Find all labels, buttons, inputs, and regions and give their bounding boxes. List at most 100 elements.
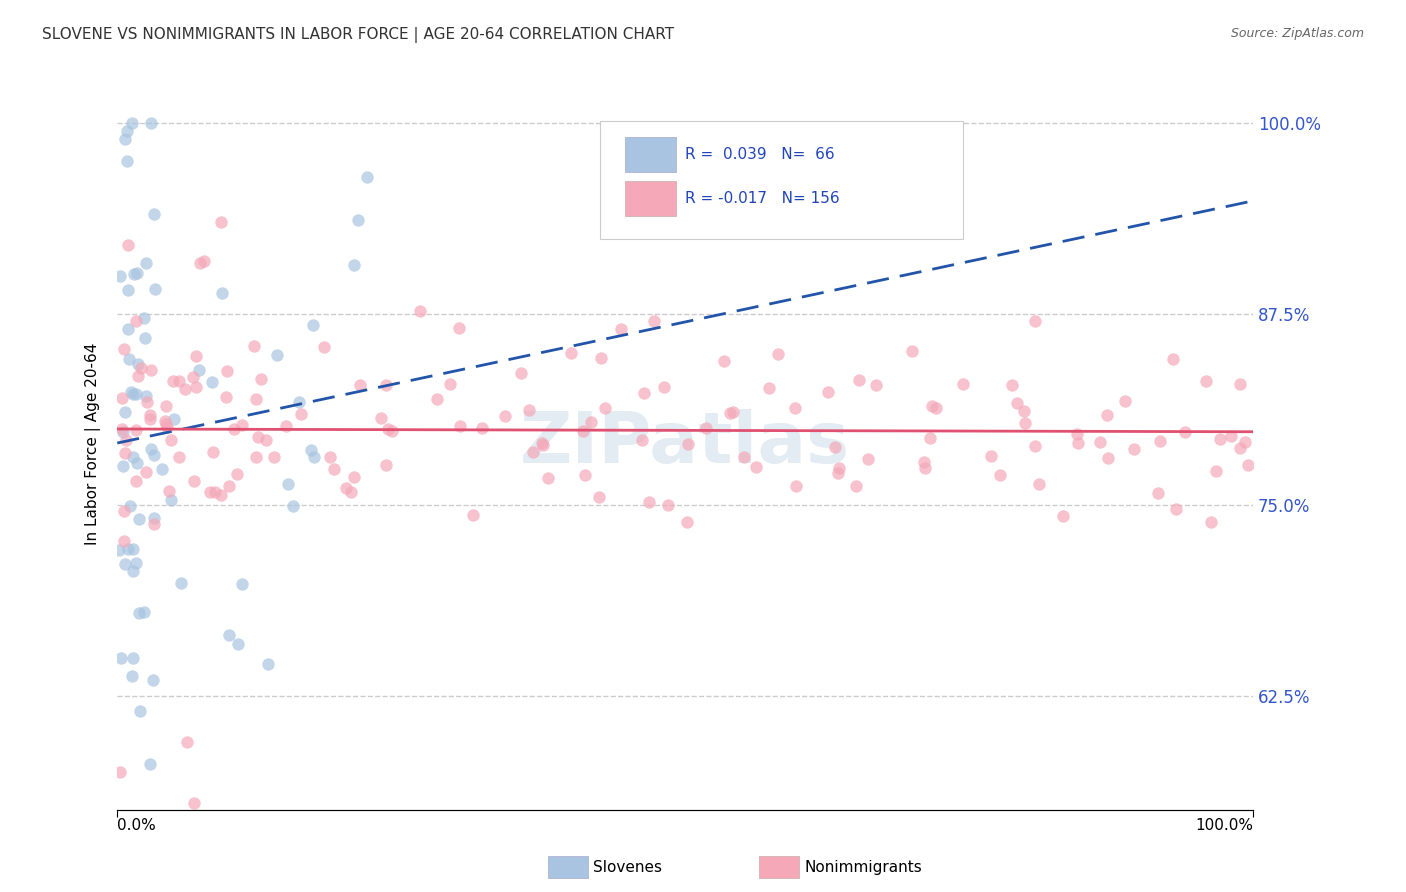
Point xyxy=(1052,508,1074,523)
Text: Source: ZipAtlas.com: Source: ZipAtlas.com xyxy=(1230,27,1364,40)
Point xyxy=(125,456,148,470)
Point xyxy=(127,369,149,384)
Point xyxy=(281,499,304,513)
Point xyxy=(222,422,245,436)
Point xyxy=(1114,393,1136,408)
Point xyxy=(1174,425,1197,440)
Point xyxy=(630,433,652,447)
Point xyxy=(176,734,198,748)
Text: 0.0%: 0.0% xyxy=(117,818,156,833)
Point xyxy=(125,423,148,437)
Point xyxy=(117,541,139,556)
Point xyxy=(122,450,145,465)
Point xyxy=(848,373,870,387)
Point xyxy=(381,424,404,438)
Point xyxy=(129,704,152,718)
Point xyxy=(531,436,554,450)
Point xyxy=(135,256,157,270)
Point xyxy=(174,383,197,397)
Point xyxy=(758,381,780,395)
Point xyxy=(183,796,205,810)
Point xyxy=(156,420,179,434)
Point xyxy=(231,418,253,433)
Point xyxy=(125,556,148,570)
Point xyxy=(695,420,717,434)
Point xyxy=(111,458,134,473)
Point xyxy=(117,238,139,252)
Point xyxy=(124,474,146,488)
Point xyxy=(288,394,311,409)
Point xyxy=(637,495,659,509)
Point xyxy=(494,409,516,424)
Point xyxy=(132,310,155,325)
Point xyxy=(1095,408,1118,422)
Point xyxy=(1147,486,1170,500)
Point xyxy=(980,449,1002,463)
Point xyxy=(676,436,699,450)
Point xyxy=(117,322,139,336)
Point xyxy=(1149,434,1171,448)
Point xyxy=(290,407,312,421)
Point xyxy=(114,131,136,145)
Point xyxy=(217,364,239,378)
Point xyxy=(335,481,357,495)
Point xyxy=(183,474,205,488)
Point xyxy=(609,322,631,336)
Point xyxy=(211,285,233,300)
Point xyxy=(125,265,148,279)
Point xyxy=(193,253,215,268)
Point xyxy=(1088,434,1111,449)
Point xyxy=(122,387,145,401)
Point xyxy=(112,504,135,518)
Point xyxy=(204,484,226,499)
Point xyxy=(522,445,544,459)
Point xyxy=(914,461,936,475)
Point xyxy=(560,346,582,360)
Point xyxy=(226,467,249,481)
Point xyxy=(865,378,887,392)
Point xyxy=(1001,377,1024,392)
Point xyxy=(713,353,735,368)
Point xyxy=(111,392,134,406)
Point xyxy=(1122,442,1144,456)
Point xyxy=(1209,433,1232,447)
Text: Nonimmigrants: Nonimmigrants xyxy=(804,860,922,874)
Point xyxy=(1097,451,1119,466)
Point xyxy=(723,405,745,419)
Point xyxy=(128,511,150,525)
Point xyxy=(266,348,288,362)
Point xyxy=(517,403,540,417)
Point xyxy=(169,450,191,465)
Point xyxy=(186,380,208,394)
Point xyxy=(449,419,471,434)
Point xyxy=(209,215,232,229)
Point xyxy=(318,450,340,464)
Point xyxy=(925,401,948,415)
Point xyxy=(122,650,145,665)
Point xyxy=(1005,395,1028,409)
Point xyxy=(128,606,150,620)
Point xyxy=(263,450,285,464)
Point xyxy=(155,399,177,413)
Point xyxy=(218,628,240,642)
Point xyxy=(135,465,157,479)
Point xyxy=(301,318,323,332)
Text: R = -0.017   N= 156: R = -0.017 N= 156 xyxy=(685,191,839,206)
Point xyxy=(1164,502,1187,516)
Point xyxy=(108,765,131,780)
Point xyxy=(463,508,485,522)
Point xyxy=(143,282,166,296)
Point xyxy=(1066,427,1088,442)
Point xyxy=(768,347,790,361)
Point xyxy=(160,493,183,508)
Point xyxy=(1161,351,1184,366)
Point xyxy=(246,429,269,443)
Point xyxy=(323,462,346,476)
Point xyxy=(139,412,162,426)
Point xyxy=(153,414,176,428)
Point xyxy=(134,331,156,345)
Point xyxy=(118,352,141,367)
Point xyxy=(141,442,163,457)
Point xyxy=(588,490,610,504)
Point xyxy=(439,377,461,392)
